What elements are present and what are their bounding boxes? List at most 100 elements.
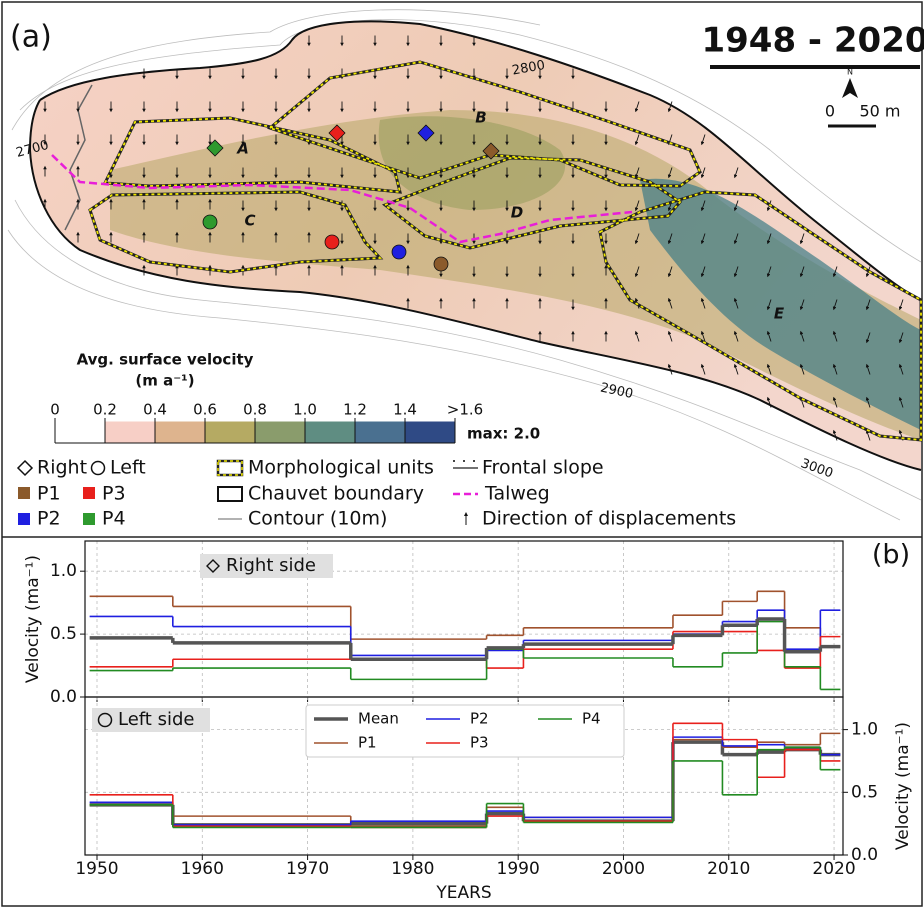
arrow xyxy=(700,167,706,179)
arrow xyxy=(832,266,838,278)
scale-label: 0 xyxy=(825,102,835,121)
colorbar-swatch xyxy=(304,420,356,444)
legend-label: Contour (10m) xyxy=(248,508,387,530)
arrow xyxy=(865,396,871,408)
arrow xyxy=(898,299,904,311)
colorbar-tick-label: 1.4 xyxy=(393,401,417,419)
arrow xyxy=(865,429,871,441)
arrow xyxy=(799,233,805,245)
y-tick-label: 0.0 xyxy=(851,845,878,865)
colorbar-title: Avg. surface velocity xyxy=(77,351,254,369)
colorbar-tick-label: 0.8 xyxy=(243,401,267,419)
x-tick-label: 2020 xyxy=(812,859,855,879)
arrow xyxy=(634,266,640,278)
arrow xyxy=(700,297,706,309)
arrow xyxy=(766,363,772,375)
arrow xyxy=(667,363,673,375)
morphological-units xyxy=(88,60,923,442)
frontal-slope xyxy=(64,84,93,231)
x-axis-label: YEARS xyxy=(435,883,491,903)
colorbar-swatch xyxy=(404,420,456,444)
map: A B C D E 2700 2800 2900 3000 (a) 1948 -… xyxy=(7,9,924,530)
contour-label: 2900 xyxy=(599,381,634,403)
colorbar-tick-label: >1.6 xyxy=(447,401,483,419)
arrow xyxy=(634,233,640,245)
legend-label: Right xyxy=(37,457,87,479)
arrow xyxy=(733,266,739,278)
annotation: Left side xyxy=(118,709,194,730)
unit-label: E xyxy=(774,305,785,323)
arrow xyxy=(733,297,739,309)
arrow xyxy=(667,101,673,113)
x-tick-label: 2010 xyxy=(707,859,750,879)
arrow xyxy=(667,297,673,309)
legend-label: P2 xyxy=(470,710,489,728)
arrow xyxy=(733,363,739,375)
arrow xyxy=(832,396,838,408)
panel-label: (b) xyxy=(872,540,910,571)
colorbar-swatch xyxy=(55,421,105,443)
colorbar-swatch xyxy=(204,420,256,444)
colorbar-tick-label: 0.6 xyxy=(193,401,217,419)
colorbar-tick-label: 0.4 xyxy=(143,401,167,419)
legend-label: P1 xyxy=(37,483,61,505)
annotation: Right side xyxy=(226,555,316,576)
arrow xyxy=(898,332,904,344)
arrow xyxy=(667,167,673,179)
arrow xyxy=(634,200,640,212)
legend-label: P2 xyxy=(37,508,61,530)
unit-label: C xyxy=(244,212,255,230)
panel-label: (a) xyxy=(10,20,52,55)
annotation-symbol xyxy=(97,712,113,728)
colorbar-unit: (m a⁻¹) xyxy=(135,372,194,390)
colorbar-swatch xyxy=(104,420,156,444)
chauvet-boundary xyxy=(28,20,922,471)
arrow xyxy=(733,167,739,179)
velocity-zone xyxy=(110,110,921,440)
arrow xyxy=(865,332,871,344)
y-tick-label: 1.0 xyxy=(50,561,77,581)
contour-label: 3000 xyxy=(799,456,835,481)
colorbar-swatch xyxy=(154,420,206,444)
colorbar-max: max: 2.0 xyxy=(467,425,540,443)
scale-label: 50 m xyxy=(859,102,900,121)
x-tick-label: 1990 xyxy=(497,859,540,879)
talweg xyxy=(51,154,633,244)
legend-label: Chauvet boundary xyxy=(248,483,424,505)
arrow xyxy=(700,200,706,212)
arrow xyxy=(766,233,772,245)
y-axis-label: Velocity (ma⁻¹) xyxy=(23,555,43,683)
y-tick-label: 0.5 xyxy=(851,782,878,802)
colorbar: 0 0.2 0.4 0.6 0.8 1.0 1.2 1.4 >1.6 xyxy=(50,401,483,444)
colorbar-swatch xyxy=(354,420,406,444)
arrow xyxy=(733,233,739,245)
unit-label: D xyxy=(511,204,523,222)
arrow xyxy=(799,363,805,375)
arrow xyxy=(700,363,706,375)
legend-box xyxy=(305,704,625,758)
arrow xyxy=(634,167,640,179)
arrow xyxy=(766,396,772,408)
colorbar-tick-label: 1.0 xyxy=(293,401,317,419)
y-tick-label: 0.5 xyxy=(50,624,77,644)
north-arrow xyxy=(842,78,858,98)
legend-label: Talweg xyxy=(484,483,550,505)
arrow xyxy=(799,299,805,311)
arrow xyxy=(667,233,673,245)
arrow xyxy=(733,200,739,212)
arrow xyxy=(634,330,640,342)
colorbar-swatch xyxy=(254,420,306,444)
legend-label: P1 xyxy=(358,734,377,752)
map-title: 1948 - 2020 xyxy=(701,21,924,61)
y-tick-label: 1.0 xyxy=(851,720,878,740)
legend-label: P4 xyxy=(102,508,126,530)
arrow xyxy=(865,363,871,375)
arrow xyxy=(733,330,739,342)
arrow xyxy=(634,101,640,113)
charts: 0.0 0.5 1.0 Right side (b) Velocity (ma⁻¹) 195… xyxy=(23,540,913,904)
arrow xyxy=(766,299,772,311)
arrow xyxy=(832,330,838,342)
arrow xyxy=(799,266,805,278)
map-legend: Right Left Morphological units Frontal s… xyxy=(16,457,736,530)
